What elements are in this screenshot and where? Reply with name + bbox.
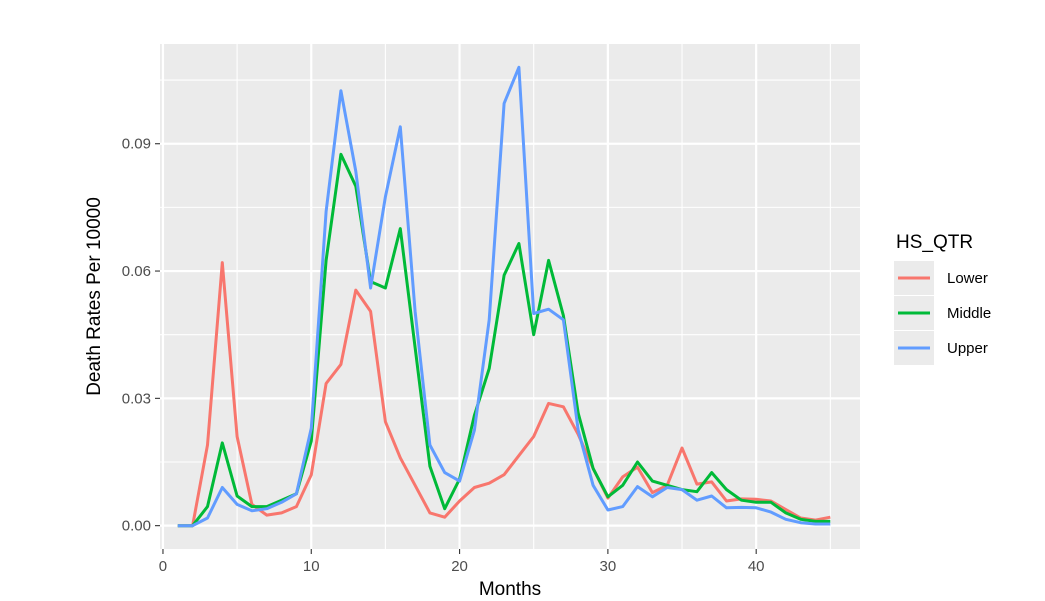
y-axis-title: Death Rates Per 10000 bbox=[84, 197, 105, 396]
plot-panel bbox=[160, 44, 860, 549]
y-tick-label: 0.06 bbox=[122, 263, 151, 280]
x-tick-label: 0 bbox=[159, 558, 167, 575]
legend: HS_QTR Lower Middle Upper bbox=[894, 232, 991, 365]
series-lines bbox=[177, 65, 831, 528]
legend-label-lower: Lower bbox=[947, 270, 988, 287]
x-tick-label: 20 bbox=[451, 558, 468, 575]
series-line-lower bbox=[177, 261, 831, 528]
y-tick-label: 0.00 bbox=[122, 518, 151, 535]
x-axis: 0 10 20 30 40 bbox=[159, 549, 765, 575]
legend-label-middle: Middle bbox=[947, 305, 991, 322]
x-tick-label: 30 bbox=[600, 558, 617, 575]
y-tick-label: 0.09 bbox=[122, 136, 151, 153]
x-tick-label: 10 bbox=[303, 558, 320, 575]
x-axis-title: Months bbox=[479, 579, 541, 600]
x-tick-label: 40 bbox=[748, 558, 765, 575]
y-axis: 0.00 0.03 0.06 0.09 bbox=[122, 136, 160, 535]
y-tick-label: 0.03 bbox=[122, 390, 151, 407]
series-line-upper bbox=[177, 65, 831, 528]
legend-label-upper: Upper bbox=[947, 340, 988, 357]
major-gridlines bbox=[160, 44, 860, 549]
legend-title: HS_QTR bbox=[896, 232, 973, 253]
minor-gridlines bbox=[160, 44, 860, 549]
